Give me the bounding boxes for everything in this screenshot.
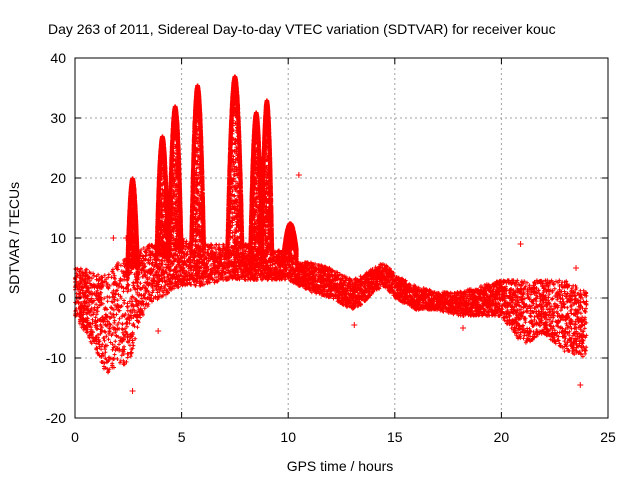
y-tick-label: 20 — [50, 170, 66, 186]
x-tick-label: 5 — [178, 429, 186, 445]
y-tick-label: 40 — [50, 50, 66, 66]
x-tick-label: 25 — [600, 429, 616, 445]
outlier-point — [460, 325, 467, 331]
x-tick-label: 10 — [280, 429, 296, 445]
x-tick-label: 0 — [71, 429, 79, 445]
y-tick-label: 10 — [50, 230, 66, 246]
outlier-point — [123, 235, 130, 241]
outlier-point — [155, 328, 162, 334]
data-points — [73, 74, 589, 394]
x-tick-label: 20 — [494, 429, 510, 445]
y-tick-label: 0 — [58, 290, 66, 306]
y-tick-label: -20 — [46, 410, 66, 426]
outlier-point — [351, 322, 358, 328]
x-axis-ticks: 0 5 10 15 20 25 — [71, 58, 616, 445]
scatter-cloud — [73, 74, 589, 375]
outlier-point — [573, 265, 580, 271]
y-axis-ticks: -20 -10 0 10 20 30 40 — [46, 50, 608, 426]
outlier-point — [517, 241, 524, 247]
chart-title: Day 263 of 2011, Sidereal Day-to-day VTE… — [48, 21, 556, 37]
x-axis-label: GPS time / hours — [287, 458, 394, 474]
y-axis-label: SDTVAR / TECUs — [6, 182, 22, 294]
y-tick-label: -10 — [46, 350, 66, 366]
outlier-point — [295, 172, 302, 178]
y-tick-label: 30 — [50, 110, 66, 126]
outlier-point — [577, 382, 584, 388]
x-tick-label: 15 — [387, 429, 403, 445]
outlier-point — [129, 388, 136, 394]
outlier-point — [110, 235, 117, 241]
